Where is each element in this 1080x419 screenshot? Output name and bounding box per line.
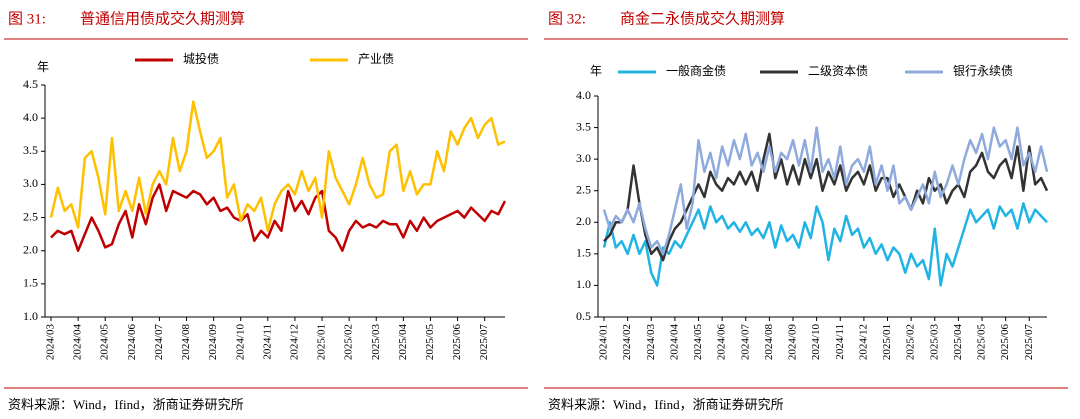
series-line — [602, 202, 1048, 287]
x-tick-label: 2024/09 — [787, 324, 799, 361]
y-tick-label: 4.0 — [23, 110, 38, 124]
y-unit: 年 — [590, 64, 602, 78]
y-tick-label: 4.5 — [23, 77, 38, 91]
x-tick-label: 2024/07 — [153, 324, 165, 361]
y-tick-label: 3.5 — [23, 143, 38, 157]
y-tick-label: 4.0 — [576, 88, 591, 102]
x-tick-label: 2025/02 — [343, 324, 355, 360]
source: 资料来源：Wind，Ifind，浙商证券研究所 — [8, 397, 244, 412]
x-tick-label: 2025/07 — [1023, 324, 1035, 361]
x-tick-label: 2024/11 — [834, 324, 846, 360]
y-tick-label: 1.5 — [576, 246, 591, 260]
x-tick-label: 2025/01 — [316, 324, 328, 360]
figure-label: 图 32: — [548, 10, 586, 27]
y-tick-label: 0.5 — [576, 309, 591, 323]
x-tick-label: 2024/11 — [261, 324, 273, 360]
x-tick-label: 2025/06 — [999, 324, 1011, 361]
y-tick-label: 3.0 — [576, 151, 591, 165]
legend-label: 城投债 — [183, 51, 219, 66]
x-tick-label: 2024/04 — [668, 324, 680, 361]
x-tick-label: 2025/07 — [478, 324, 490, 361]
y-tick-label: 3.0 — [23, 176, 38, 190]
x-tick-label: 2024/10 — [234, 324, 246, 361]
series-line — [603, 132, 1049, 262]
x-tick-label: 2024/08 — [763, 324, 775, 361]
x-tick-label: 2024/09 — [207, 324, 219, 361]
source: 资料来源：Wind，Ifind，浙商证券研究所 — [548, 397, 784, 412]
legend-label: 一般商金债 — [666, 63, 726, 78]
x-tick-label: 2024/05 — [692, 324, 704, 361]
x-tick-label: 2024/10 — [810, 324, 822, 361]
x-tick-label: 2024/03 — [645, 324, 657, 361]
y-tick-label: 3.5 — [576, 119, 591, 133]
y-tick-label: 1.0 — [576, 277, 591, 291]
x-tick-label: 2025/05 — [424, 324, 436, 361]
x-tick-label: 2024/06 — [716, 324, 728, 361]
series-line — [602, 126, 1049, 256]
x-tick-label: 2025/02 — [905, 324, 917, 360]
x-tick-label: 2024/02 — [621, 324, 633, 360]
x-tick-label: 2025/06 — [451, 324, 463, 361]
x-tick-label: 2024/03 — [45, 324, 57, 361]
x-tick-label: 2024/06 — [126, 324, 138, 361]
x-tick-label: 2024/01 — [598, 324, 610, 360]
x-tick-label: 2024/12 — [857, 324, 869, 360]
y-tick-label: 2.5 — [23, 209, 38, 223]
legend-label: 二级资本债 — [808, 64, 868, 78]
y-tick-label: 2.0 — [576, 214, 591, 228]
x-tick-label: 2024/05 — [99, 324, 111, 361]
figure-title: 普通信用债成交久期测算 — [80, 9, 245, 27]
y-tick-label: 2.5 — [576, 182, 591, 196]
x-tick-label: 2024/07 — [739, 324, 751, 361]
x-tick-label: 2025/03 — [928, 324, 940, 361]
y-unit: 年 — [37, 60, 49, 74]
x-tick-label: 2025/04 — [397, 324, 409, 361]
x-tick-label: 2025/05 — [976, 324, 988, 361]
y-tick-label: 1.0 — [23, 309, 38, 323]
series-line — [49, 100, 506, 233]
y-tick-label: 2.0 — [23, 242, 38, 256]
y-tick-label: 1.5 — [23, 276, 38, 290]
legend-label: 银行永续债 — [953, 64, 1013, 78]
x-tick-label: 2024/12 — [288, 324, 300, 360]
x-tick-label: 2025/04 — [952, 324, 964, 361]
figure-label: 图 31: — [8, 10, 46, 27]
x-tick-label: 2025/03 — [370, 324, 382, 361]
series-line — [50, 183, 507, 252]
x-tick-label: 2024/04 — [72, 324, 84, 361]
legend-label: 产业债 — [358, 52, 394, 66]
x-tick-label: 2024/08 — [180, 324, 192, 361]
x-tick-label: 2025/01 — [881, 324, 893, 360]
figure-title: 商金二永债成交久期测算 — [620, 9, 785, 27]
